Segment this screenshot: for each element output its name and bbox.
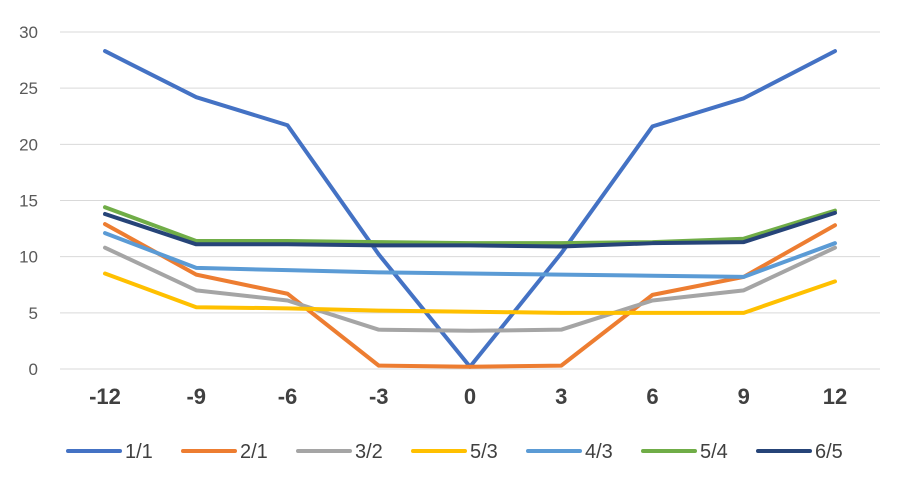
x-tick-label: 6: [646, 384, 658, 409]
legend-label: 1/1: [125, 441, 153, 463]
x-tick-label: -3: [369, 384, 389, 409]
x-tick-label: -9: [186, 384, 206, 409]
series-line-2-1: [103, 222, 837, 369]
y-tick-label: 0: [29, 360, 38, 379]
series-line-5-4: [103, 205, 837, 246]
y-tick-label: 20: [19, 135, 38, 154]
x-tick-label: 3: [555, 384, 567, 409]
legend-label: 3/2: [355, 441, 383, 463]
legend-label: 5/4: [700, 441, 728, 463]
series-line-4-3: [103, 231, 837, 279]
y-tick-label: 10: [19, 248, 38, 267]
x-tick-label: 0: [464, 384, 476, 409]
gridlines: [60, 31, 880, 370]
legend-label: 5/3: [470, 441, 498, 463]
x-tick-label: 9: [738, 384, 750, 409]
y-tick-label: 15: [19, 192, 38, 211]
legend: 1/1 2/1 3/2 5/3 4/3 5/4 6/5: [66, 441, 843, 463]
x-tick-label: -6: [278, 384, 298, 409]
series-line-3-2: [103, 245, 837, 333]
legend-label: 4/3: [585, 441, 613, 463]
x-axis: -12 -9 -6 -3 0 3 6 9 12: [89, 384, 847, 409]
y-tick-label: 5: [29, 304, 38, 323]
y-axis: 0 5 10 15 20 25 30: [19, 23, 38, 379]
series-lines: [103, 49, 837, 369]
series-line-1-1: [103, 49, 837, 369]
y-tick-label: 30: [19, 23, 38, 42]
legend-label: 6/5: [815, 441, 843, 463]
x-tick-label: -12: [89, 384, 121, 409]
x-tick-label: 12: [823, 384, 847, 409]
y-tick-label: 25: [19, 79, 38, 98]
series-line-5-3: [103, 271, 837, 315]
legend-label: 2/1: [240, 441, 268, 463]
series-line-6-5: [103, 210, 837, 249]
